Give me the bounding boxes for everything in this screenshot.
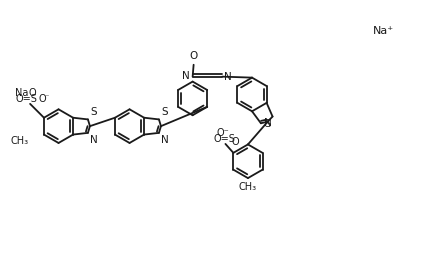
Text: O: O bbox=[38, 94, 46, 104]
Text: S: S bbox=[264, 118, 271, 129]
Text: CH₃: CH₃ bbox=[11, 136, 29, 146]
Text: S: S bbox=[161, 107, 168, 117]
Text: S: S bbox=[90, 107, 96, 117]
Text: O: O bbox=[28, 88, 36, 98]
Text: Na: Na bbox=[16, 88, 29, 98]
Text: ⁻: ⁻ bbox=[44, 92, 48, 101]
Text: O: O bbox=[190, 51, 198, 61]
Text: N: N bbox=[182, 71, 190, 81]
Text: Na⁺: Na⁺ bbox=[373, 26, 394, 36]
Text: CH₃: CH₃ bbox=[239, 182, 257, 192]
Text: N: N bbox=[90, 135, 98, 145]
Text: N: N bbox=[161, 135, 169, 145]
Text: N: N bbox=[224, 72, 232, 82]
Text: O⁻: O⁻ bbox=[216, 128, 229, 138]
Text: O=S: O=S bbox=[214, 134, 235, 144]
Text: O: O bbox=[231, 137, 239, 147]
Text: N: N bbox=[264, 118, 272, 128]
Text: O=S: O=S bbox=[15, 94, 37, 104]
